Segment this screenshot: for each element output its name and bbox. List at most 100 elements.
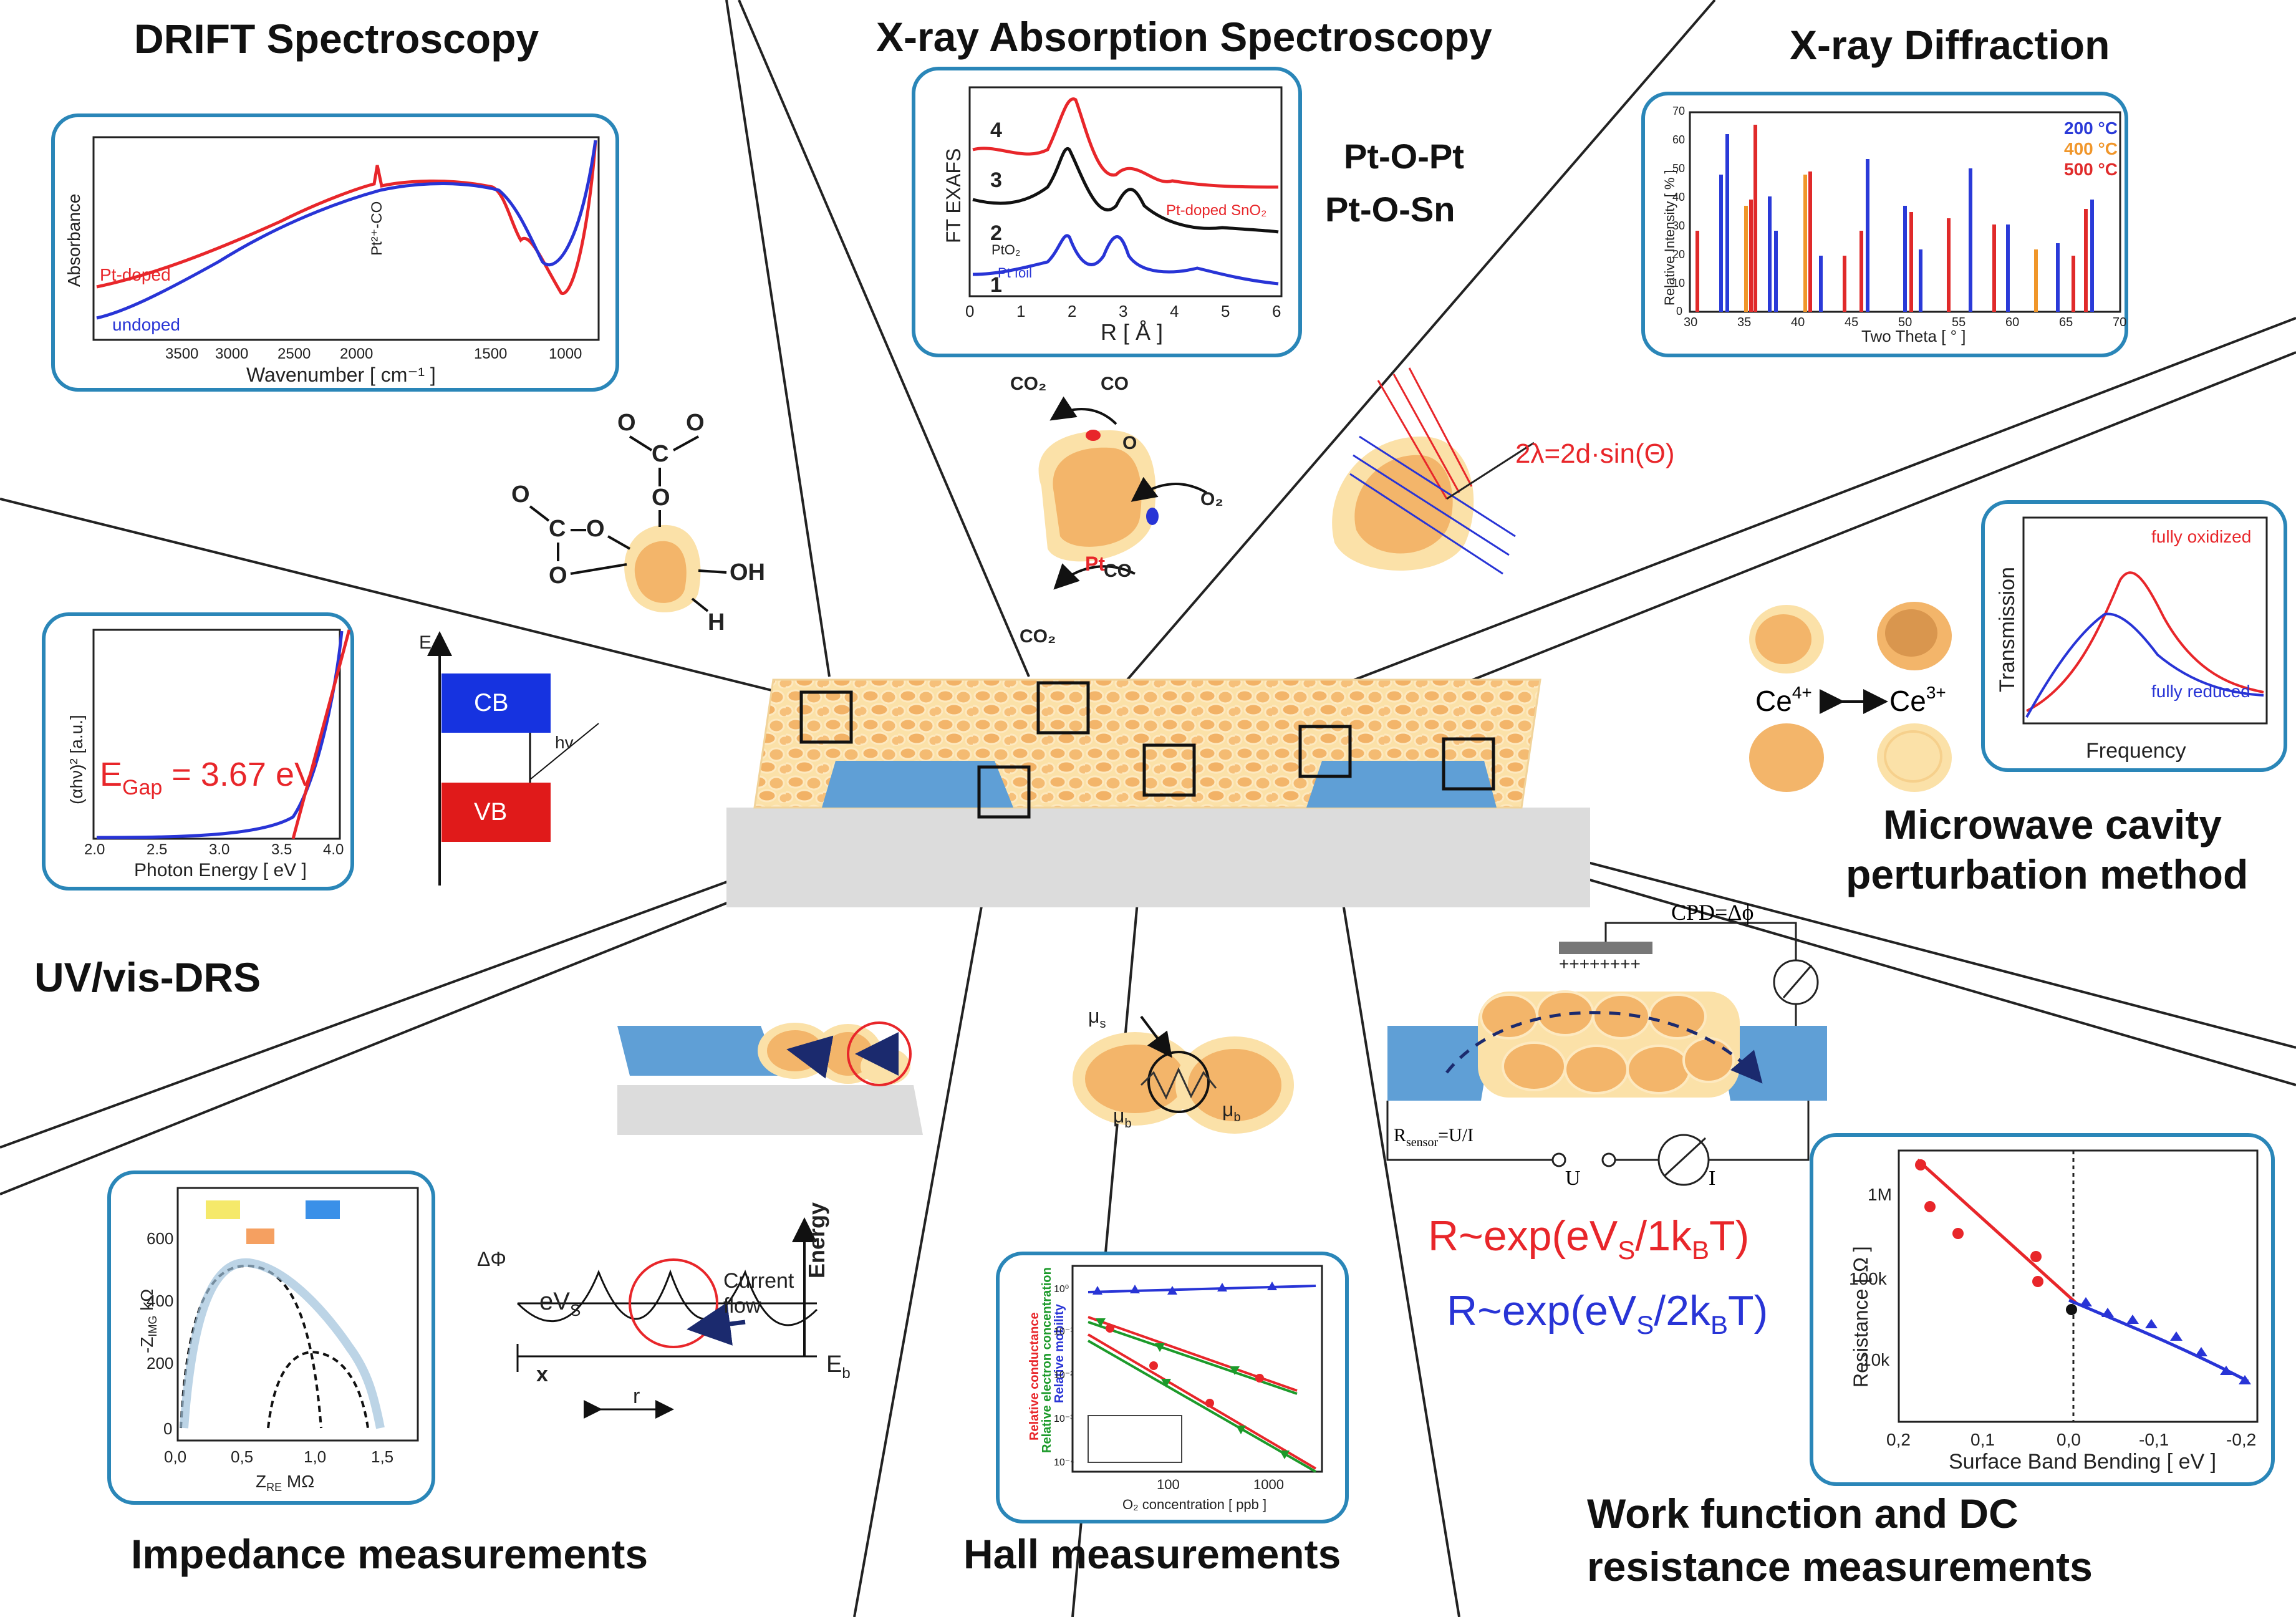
svg-text:1,0: 1,0 [304, 1447, 326, 1466]
title-drift: DRIFT Spectroscopy [134, 16, 539, 62]
microwave-xlabel: Frequency [2086, 739, 2186, 763]
svg-text:1: 1 [1016, 302, 1025, 321]
title-xas: X-ray Absorption Spectroscopy [876, 14, 1492, 60]
svg-text:5: 5 [1221, 302, 1230, 321]
title-hall: Hall measurements [963, 1531, 1341, 1577]
svg-text:1M: 1M [1868, 1185, 1892, 1204]
svg-text:O: O [511, 481, 530, 508]
svg-text:3: 3 [990, 168, 1002, 192]
svg-text:6: 6 [1272, 302, 1281, 321]
svg-text:Relative conductance: Relative conductance [1028, 1312, 1041, 1441]
xas-panel: FT EXAFS R [ Å ] 0 1 2 3 4 5 6 4 3 2 1 P… [912, 67, 1464, 357]
drift-label-undoped: undoped [112, 315, 180, 334]
svg-text:Relative mobility: Relative mobility [1053, 1303, 1066, 1403]
svg-text:50: 50 [1898, 316, 1912, 329]
svg-text:2.0: 2.0 [84, 841, 105, 858]
impedance-panel: -ZIMG kΩ ZRE MΩ 0,0 0,5 1,0 1,5 0 200 40… [107, 1171, 435, 1505]
svg-text:O: O [686, 410, 705, 436]
uvvis-panel: (αhν)² [a.u.] Photon Energy [ eV ] 2.0 2… [42, 612, 354, 891]
xas-xlabel: R [ Å ] [1101, 319, 1163, 345]
svg-text:O: O [617, 410, 636, 436]
svg-text:60: 60 [2005, 316, 2019, 329]
svg-text:45: 45 [1845, 316, 1858, 329]
svg-text:0,2: 0,2 [1886, 1430, 1911, 1449]
svg-text:r: r [633, 1384, 640, 1408]
svg-text:200: 200 [147, 1354, 173, 1373]
svg-text:35: 35 [1737, 316, 1751, 329]
svg-text:100k: 100k [1849, 1269, 1888, 1288]
ce3-label: Ce3+ [1889, 683, 1946, 717]
svg-text:2500: 2500 [277, 345, 311, 362]
svg-text:x: x [536, 1363, 548, 1386]
equation-2: R~exp(eVS/2kBT) [1447, 1287, 1768, 1339]
svg-text:2000: 2000 [340, 345, 373, 362]
electrode-right [1306, 761, 1497, 808]
xrd-xticks: 30 35 40 45 50 55 60 65 70 [1684, 316, 2126, 329]
svg-text:400: 400 [147, 1291, 173, 1310]
impedance-xticks: 0,0 0,5 1,0 1,5 [164, 1447, 393, 1466]
hall-yticks: 10⁰ 10⁻¹ 10⁻² 10⁻³ 10⁻⁴ [1054, 1284, 1074, 1468]
svg-text:3000: 3000 [215, 345, 248, 362]
grain-contact-illustration [617, 1021, 923, 1135]
svg-text:10: 10 [1672, 277, 1685, 289]
svg-text:3.5: 3.5 [271, 841, 292, 858]
resistance-yticks: 1M 100k 10k [1849, 1185, 1892, 1369]
hall-ylabels: Relative conductance Relative electron c… [1028, 1267, 1066, 1453]
svg-text:U: U [1565, 1167, 1581, 1190]
title-xrd: X-ray Diffraction [1790, 22, 2110, 68]
svg-text:C: C [652, 441, 668, 467]
hall-xticks: 100 1000 [1157, 1477, 1284, 1492]
impedance-arc-1 [180, 1264, 322, 1429]
xas-label-ptdoped: Pt-doped SnO₂ [1166, 202, 1266, 219]
svg-text:30: 30 [1672, 220, 1685, 232]
microwave-label-oxidized: fully oxidized [2151, 527, 2251, 546]
band-diagram: E CB VB hv [419, 631, 599, 886]
xrd-bars [1695, 125, 2094, 312]
hall-grains: μs μb μb [1073, 1005, 1294, 1134]
xas-curve-4 [972, 97, 1279, 189]
title-microwave-2: perturbation method [1846, 851, 2248, 897]
xrd-legend: 200 °C 400 °C 500 °C [2064, 118, 2118, 179]
evs-label: eVS [539, 1288, 581, 1320]
svg-text:O₂: O₂ [1200, 489, 1223, 509]
hall-line-green-1 [1088, 1321, 1298, 1395]
cpd-label: CPD=Δϕ [1671, 900, 1753, 925]
svg-text:CO: CO [1101, 374, 1129, 394]
co-oxidation-mechanism: CO₂ CO O O₂ Pt CO CO₂ [1010, 374, 1223, 647]
svg-text:μb: μb [1113, 1104, 1132, 1131]
svg-text:1: 1 [990, 273, 1002, 297]
svg-text:60: 60 [1672, 133, 1685, 146]
svg-text:-0,2: -0,2 [2226, 1430, 2256, 1449]
svg-text:I: I [1709, 1167, 1715, 1190]
eb-label: Eb [826, 1351, 851, 1382]
zoom-box-microwave [1442, 737, 1495, 791]
section-titles: DRIFT Spectroscopy X-ray Absorption Spec… [34, 14, 2248, 1590]
title-uvvis: UV/vis-DRS [34, 954, 261, 1000]
equation-1: R~exp(eVS/1kBT) [1428, 1212, 1749, 1265]
drift-curve-undoped [96, 140, 597, 320]
svg-text:μs: μs [1088, 1005, 1106, 1031]
microwave-label-reduced: fully reduced [2151, 682, 2250, 701]
xas-curve-numbers: 4 3 2 1 [990, 118, 1002, 297]
drift-label-ptdoped: Pt-doped [100, 265, 171, 284]
xas-curve-1 [972, 234, 1279, 286]
drift-curve-ptdoped [96, 140, 597, 295]
svg-text:0: 0 [965, 302, 974, 321]
svg-text:50: 50 [1672, 162, 1685, 175]
title-impedance: Impedance measurements [131, 1531, 648, 1577]
svg-text:1500: 1500 [474, 345, 507, 362]
xas-side-label-2: Pt-O-Sn [1325, 190, 1455, 229]
svg-text:70: 70 [1672, 105, 1685, 117]
svg-text:Pt: Pt [1085, 553, 1105, 575]
svg-text:0,0: 0,0 [2057, 1430, 2081, 1449]
svg-text:4.0: 4.0 [323, 841, 344, 858]
svg-text:E: E [419, 632, 432, 653]
drift-ylabel: Absorbance [64, 194, 84, 287]
drift-annotation: Pt²⁺-CO [369, 201, 385, 256]
svg-text:1000: 1000 [1253, 1477, 1284, 1492]
valence-band [441, 783, 551, 842]
svg-text:0,5: 0,5 [231, 1447, 253, 1466]
svg-text:Energy: Energy [804, 1202, 829, 1278]
title-workfunction-1: Work function and DC [1587, 1490, 2019, 1537]
svg-text:ΔΦ: ΔΦ [477, 1248, 506, 1270]
